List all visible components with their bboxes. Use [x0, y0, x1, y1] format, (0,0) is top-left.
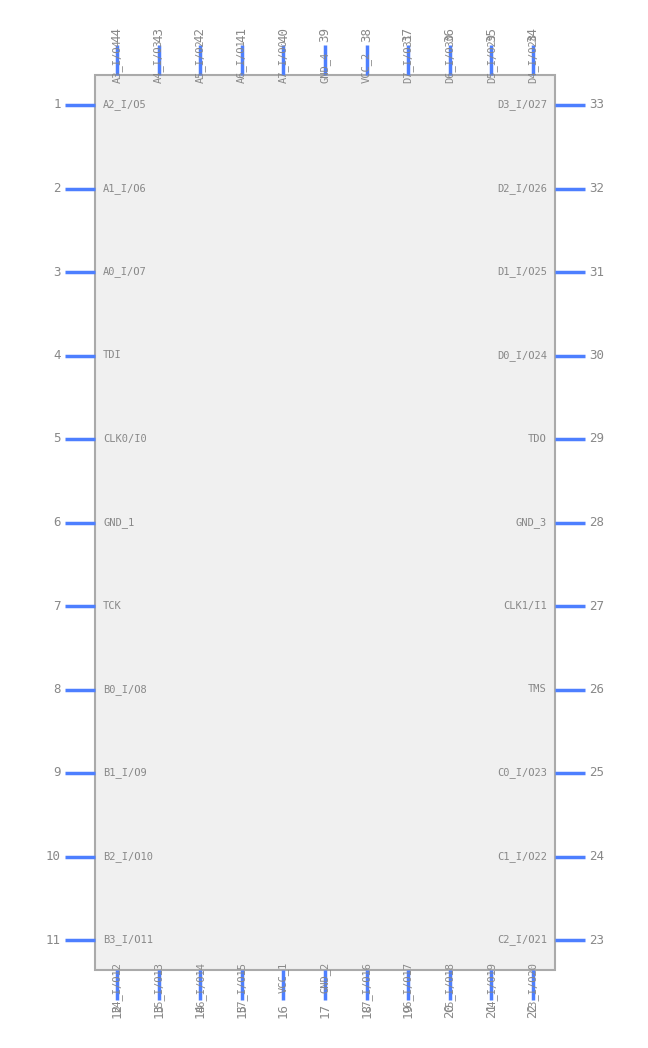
Text: A6_I/O1: A6_I/O1	[237, 39, 248, 83]
Text: 24: 24	[589, 850, 604, 863]
Text: 1: 1	[54, 99, 61, 111]
Text: 43: 43	[152, 27, 165, 42]
Text: GND_3: GND_3	[516, 517, 547, 528]
Text: 16: 16	[277, 1003, 290, 1018]
Text: 12: 12	[111, 1003, 124, 1018]
Text: 39: 39	[319, 27, 332, 42]
Text: 33: 33	[589, 99, 604, 111]
Text: 41: 41	[235, 27, 248, 42]
Text: 32: 32	[589, 182, 604, 195]
Text: C0_I/O23: C0_I/O23	[497, 767, 547, 779]
Text: D6_I/O30: D6_I/O30	[445, 32, 456, 83]
Text: B7_I/O15: B7_I/O15	[237, 962, 248, 1012]
Text: 8: 8	[54, 683, 61, 696]
Text: 40: 40	[277, 27, 290, 42]
Text: 28: 28	[589, 516, 604, 529]
Text: D0_I/O24: D0_I/O24	[497, 350, 547, 361]
Text: 25: 25	[589, 766, 604, 780]
Text: GND_2: GND_2	[319, 962, 330, 994]
Text: A4_I/O3: A4_I/O3	[153, 39, 164, 83]
Text: D2_I/O26: D2_I/O26	[497, 183, 547, 194]
Text: C3_I/O20: C3_I/O20	[527, 962, 538, 1012]
Text: 5: 5	[54, 433, 61, 445]
Text: TDI: TDI	[103, 350, 122, 361]
Text: 34: 34	[526, 27, 540, 42]
Text: C4_I/O19: C4_I/O19	[486, 962, 497, 1012]
Text: 22: 22	[526, 1003, 540, 1018]
Text: 14: 14	[194, 1003, 207, 1018]
Text: 23: 23	[589, 934, 604, 946]
Text: 29: 29	[589, 433, 604, 445]
Text: C2_I/O21: C2_I/O21	[497, 935, 547, 945]
Text: GND_4: GND_4	[319, 51, 330, 83]
Text: 27: 27	[589, 599, 604, 612]
Text: 37: 37	[402, 27, 415, 42]
Text: D1_I/O25: D1_I/O25	[497, 266, 547, 278]
Text: 11: 11	[46, 934, 61, 946]
Text: GND_1: GND_1	[103, 517, 134, 528]
Text: 3: 3	[54, 265, 61, 279]
Text: 44: 44	[111, 27, 124, 42]
Text: D5_I/O29: D5_I/O29	[486, 32, 497, 83]
Text: A0_I/O7: A0_I/O7	[103, 266, 146, 278]
Text: A2_I/O5: A2_I/O5	[103, 100, 146, 110]
Text: C5_I/O18: C5_I/O18	[445, 962, 456, 1012]
Text: CLK0/I0: CLK0/I0	[103, 434, 146, 444]
Text: D3_I/O27: D3_I/O27	[497, 100, 547, 110]
Text: B2_I/O10: B2_I/O10	[103, 851, 153, 861]
Text: 6: 6	[54, 516, 61, 529]
Text: C7_I/O16: C7_I/O16	[361, 962, 372, 1012]
Text: CLK1/I1: CLK1/I1	[503, 601, 547, 611]
Text: C1_I/O22: C1_I/O22	[497, 851, 547, 861]
Text: TCK: TCK	[103, 601, 122, 611]
Text: 36: 36	[443, 27, 456, 42]
Text: 20: 20	[443, 1003, 456, 1018]
Text: VCC_1: VCC_1	[278, 962, 289, 994]
Bar	[95, 75, 555, 970]
Text: 18: 18	[360, 1003, 373, 1018]
Text: B3_I/O11: B3_I/O11	[103, 935, 153, 945]
Text: 35: 35	[485, 27, 498, 42]
Text: A1_I/O6: A1_I/O6	[103, 183, 146, 194]
Text: 38: 38	[360, 27, 373, 42]
Text: TDO: TDO	[528, 434, 547, 444]
Text: 30: 30	[589, 349, 604, 362]
Text: 31: 31	[589, 265, 604, 279]
Text: 19: 19	[402, 1003, 415, 1018]
Text: TMS: TMS	[528, 684, 547, 695]
Text: 4: 4	[54, 349, 61, 362]
Text: A7_I/O0: A7_I/O0	[278, 39, 289, 83]
Text: B5_I/O13: B5_I/O13	[153, 962, 164, 1012]
Text: 15: 15	[235, 1003, 248, 1018]
Text: 13: 13	[152, 1003, 165, 1018]
Text: B6_I/O14: B6_I/O14	[195, 962, 205, 1012]
Text: 2: 2	[54, 182, 61, 195]
Text: D4_I/O28: D4_I/O28	[527, 32, 538, 83]
Text: 7: 7	[54, 599, 61, 612]
Text: 9: 9	[54, 766, 61, 780]
Text: 26: 26	[589, 683, 604, 696]
Text: 21: 21	[485, 1003, 498, 1018]
Text: B4_I/O12: B4_I/O12	[111, 962, 122, 1012]
Text: D7_I/O31: D7_I/O31	[403, 32, 413, 83]
Text: 10: 10	[46, 850, 61, 863]
Text: B0_I/O8: B0_I/O8	[103, 684, 146, 695]
Text: VCC_2: VCC_2	[361, 51, 372, 83]
Text: A5_I/O2: A5_I/O2	[195, 39, 205, 83]
Text: A3_I/O4: A3_I/O4	[111, 39, 122, 83]
Text: B1_I/O9: B1_I/O9	[103, 767, 146, 779]
Text: 17: 17	[319, 1003, 332, 1018]
Text: 42: 42	[194, 27, 207, 42]
Text: C6_I/O17: C6_I/O17	[403, 962, 413, 1012]
